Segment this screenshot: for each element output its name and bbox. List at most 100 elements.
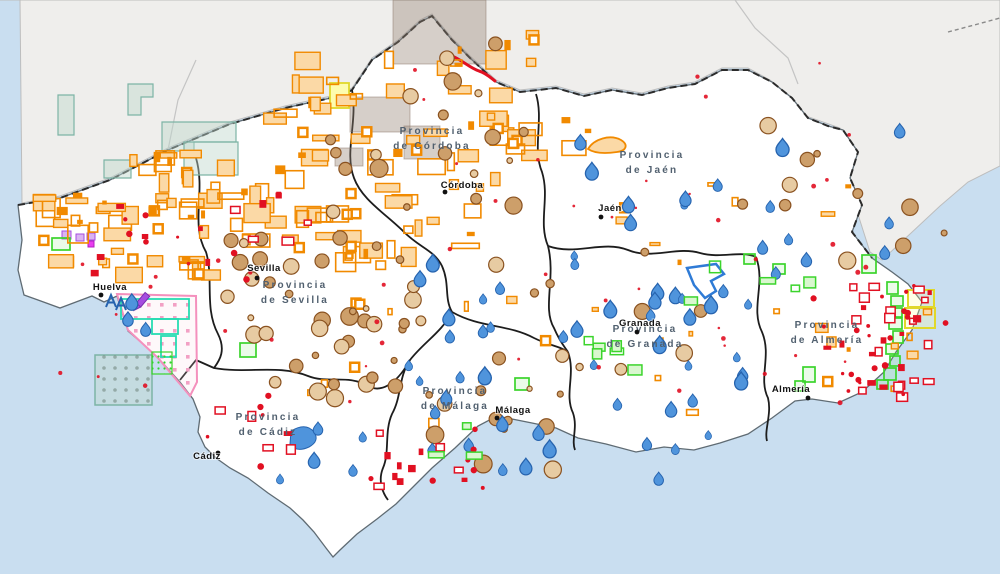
marker-drop[interactable] — [140, 321, 152, 337]
marker-brown[interactable] — [370, 148, 382, 161]
zone-purple-rect[interactable] — [61, 230, 72, 240]
marker-red-dot[interactable] — [634, 206, 638, 210]
marker-red-dot[interactable] — [677, 388, 682, 393]
marker-orange[interactable] — [180, 198, 205, 208]
marker-red[interactable] — [848, 371, 855, 378]
marker-drop[interactable] — [558, 329, 569, 344]
marker-orange[interactable] — [97, 202, 127, 213]
marker-orange[interactable] — [110, 247, 125, 255]
marker-brown[interactable] — [575, 362, 584, 372]
marker-brown[interactable] — [555, 348, 570, 363]
marker-orange[interactable] — [349, 92, 364, 100]
marker-drop[interactable] — [312, 421, 324, 436]
marker-drop[interactable] — [775, 137, 790, 158]
zone-green-outline[interactable] — [51, 237, 71, 251]
marker-red[interactable] — [887, 335, 893, 341]
marker-orange[interactable] — [32, 194, 57, 203]
zone-grey-rect[interactable] — [392, 0, 487, 65]
marker-drop[interactable] — [404, 359, 413, 372]
marker-orange[interactable] — [363, 248, 369, 260]
marker-orange[interactable] — [56, 206, 68, 216]
marker-brown[interactable] — [529, 288, 540, 298]
marker-red[interactable] — [116, 203, 125, 209]
marker-brown[interactable] — [838, 251, 857, 270]
marker-orange[interactable] — [47, 254, 75, 269]
marker-drop[interactable] — [442, 308, 456, 327]
marker-orange[interactable] — [65, 197, 89, 205]
zone-green-outline[interactable] — [861, 254, 877, 274]
marker-drop[interactable] — [425, 253, 440, 273]
marker-drop[interactable] — [645, 308, 656, 322]
marker-brown[interactable] — [614, 362, 628, 376]
marker-orange[interactable] — [403, 225, 414, 235]
marker-orange-sparse[interactable] — [821, 375, 834, 388]
marker-brown[interactable] — [901, 198, 919, 217]
marker-red[interactable] — [857, 386, 867, 395]
marker-red[interactable] — [384, 452, 391, 460]
marker-orange-sparse[interactable] — [826, 336, 837, 348]
marker-orange-sparse[interactable] — [688, 330, 694, 337]
marker-orange[interactable] — [127, 253, 139, 265]
marker-red-dot[interactable] — [413, 67, 417, 72]
marker-brown[interactable] — [443, 72, 463, 91]
marker-orange[interactable] — [344, 252, 353, 261]
marker-orange[interactable] — [584, 128, 592, 134]
marker-red[interactable] — [126, 230, 133, 238]
marker-red-dot[interactable] — [455, 162, 459, 166]
marker-red[interactable] — [912, 285, 925, 294]
marker-orange[interactable] — [156, 199, 168, 211]
marker-red[interactable] — [214, 406, 226, 415]
marker-orange[interactable] — [334, 251, 357, 273]
marker-red[interactable] — [230, 249, 238, 257]
marker-brown[interactable] — [223, 232, 239, 249]
marker-orange[interactable] — [148, 206, 157, 216]
marker-orange-sparse[interactable] — [591, 306, 599, 312]
marker-red-dot[interactable] — [721, 336, 726, 341]
marker-orange[interactable] — [38, 234, 50, 247]
marker-red-dot[interactable] — [142, 383, 148, 388]
marker-brown[interactable] — [366, 371, 379, 384]
marker-red-dot[interactable] — [364, 364, 368, 368]
marker-orange-sparse[interactable] — [845, 184, 852, 189]
marker-red[interactable] — [868, 351, 878, 357]
marker-red-dot[interactable] — [223, 328, 228, 333]
marker-orange[interactable] — [475, 183, 485, 192]
marker-red[interactable] — [260, 413, 265, 417]
marker-brown[interactable] — [475, 385, 487, 397]
marker-orange[interactable] — [309, 96, 321, 112]
marker-red-dot[interactable] — [825, 178, 829, 182]
marker-brown[interactable] — [759, 116, 777, 135]
zone-teal-zone[interactable] — [127, 83, 154, 116]
marker-orange[interactable] — [454, 62, 462, 67]
marker-orange[interactable] — [114, 266, 144, 284]
marker-red-dot[interactable] — [794, 354, 798, 358]
marker-brown[interactable] — [894, 237, 912, 255]
marker-orange[interactable] — [72, 192, 83, 202]
marker-red-dot[interactable] — [863, 264, 869, 270]
marker-orange[interactable] — [426, 216, 440, 226]
marker-orange[interactable] — [457, 46, 462, 54]
marker-orange[interactable] — [345, 187, 357, 200]
marker-red[interactable] — [143, 239, 149, 245]
marker-red-dot[interactable] — [517, 357, 521, 361]
marker-red[interactable] — [909, 377, 919, 384]
marker-red[interactable] — [810, 295, 817, 302]
marker-brown[interactable] — [263, 276, 276, 289]
zone-teal-zone[interactable] — [103, 159, 132, 179]
marker-brown[interactable] — [220, 289, 235, 304]
marker-brown[interactable] — [469, 169, 479, 179]
marker-orange-sparse[interactable] — [348, 361, 361, 374]
marker-brown[interactable] — [390, 356, 398, 365]
marker-red-dot[interactable] — [374, 319, 380, 325]
marker-red[interactable] — [243, 276, 250, 283]
marker-orange[interactable] — [293, 241, 306, 254]
marker-drop[interactable] — [679, 189, 692, 208]
marker-brown[interactable] — [231, 253, 249, 271]
marker-red[interactable] — [858, 292, 871, 303]
marker-red[interactable] — [303, 219, 312, 226]
marker-orange[interactable] — [486, 112, 496, 121]
zone-blue-mark[interactable] — [115, 295, 127, 311]
marker-orange[interactable] — [414, 219, 423, 237]
marker-brown[interactable] — [504, 196, 523, 215]
marker-orange[interactable] — [325, 76, 340, 86]
